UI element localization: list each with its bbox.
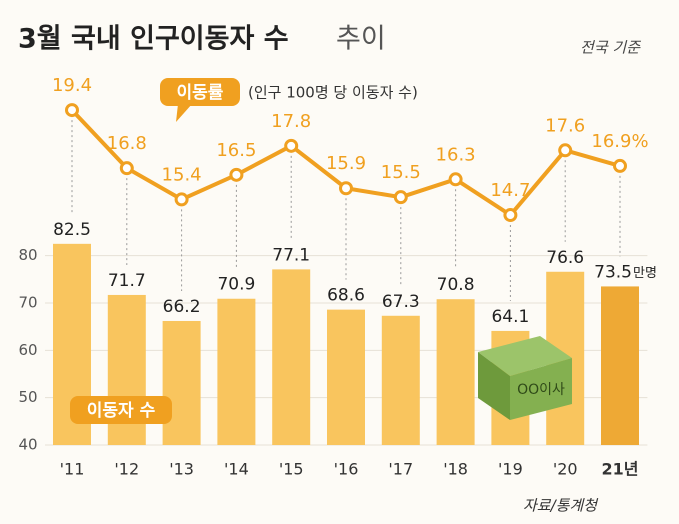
line-value-label: 17.6 [545, 115, 585, 136]
x-tick-label: '20 [553, 460, 578, 479]
x-tick-label: '16 [334, 460, 359, 479]
x-tick-label: '18 [443, 460, 468, 479]
y-tick-label: 80 [18, 246, 37, 264]
box-label: OO이사 [517, 382, 565, 398]
x-tick-label: '19 [498, 460, 523, 479]
line-value-label: 16.8 [107, 133, 147, 154]
line-value-label: 14.7 [490, 180, 530, 201]
x-tick-label: '11 [60, 460, 85, 479]
bar-value-label: 70.8 [437, 275, 475, 295]
line-point [393, 190, 408, 205]
legend-line-label: 이동률 [177, 83, 224, 103]
bar [327, 309, 365, 445]
x-tick-label: '13 [169, 460, 194, 479]
line-value-label: 17.8 [271, 111, 311, 132]
box-illustration: OO이사 [478, 336, 572, 420]
line-point [174, 192, 189, 207]
line-value-label: 19.4 [52, 75, 92, 96]
bar-value-label: 68.6 [327, 286, 365, 306]
subtitle: 전국 기준 [580, 39, 641, 57]
legend-line-note: (인구 100명 당 이동자 수) [248, 84, 418, 102]
bar [272, 269, 311, 445]
y-tick-label: 70 [18, 294, 37, 312]
bar-value-label: 67.3 [382, 292, 420, 312]
chart-title-suffix: 추이 [336, 24, 386, 55]
legend-line-pill [160, 78, 240, 106]
source: 자료/통계청 [523, 497, 599, 515]
bar-value-label: 73.5 [594, 262, 632, 282]
x-tick-label: '15 [279, 460, 304, 479]
bar [381, 315, 420, 445]
line-point [503, 208, 518, 223]
line-value-label: 15.5 [381, 162, 421, 183]
x-tick-label: '14 [224, 460, 249, 479]
x-tick-label: '17 [388, 460, 413, 479]
bar [436, 299, 475, 445]
line-point [339, 181, 353, 196]
y-tick-label: 50 [18, 388, 37, 406]
y-tick-label: 60 [18, 341, 37, 359]
x-tick-label: '12 [114, 460, 139, 479]
line-value-label: 16.9% [591, 131, 648, 152]
chart-title: 3월 국내 인구이동자 수 [18, 24, 289, 55]
bar [601, 286, 639, 445]
bar-value-label: 70.9 [217, 275, 255, 295]
bar [217, 298, 256, 445]
line-value-label: 16.5 [216, 140, 256, 161]
bar [162, 320, 201, 445]
line-point [229, 167, 244, 182]
legend-bar-pill [70, 396, 172, 424]
bar-unit-label: 만명 [633, 266, 657, 281]
bar-value-label: 76.6 [546, 248, 584, 268]
line-value-label: 15.9 [326, 153, 366, 174]
line-point [284, 138, 299, 153]
line-point [558, 143, 573, 158]
line-value-label: 15.4 [162, 164, 202, 185]
line-point [448, 172, 463, 187]
line-point [613, 158, 627, 173]
y-tick-label: 40 [18, 436, 37, 454]
legend-bar-label: 이동자 수 [87, 401, 156, 421]
x-tick-label: 21년 [602, 460, 639, 479]
bar-value-label: 71.7 [108, 271, 146, 291]
bar-value-label: 66.2 [163, 297, 201, 317]
bar-value-label: 77.1 [272, 245, 310, 265]
line-point [119, 161, 134, 176]
bar-value-label: 82.5 [53, 220, 91, 240]
line-value-label: 16.3 [436, 144, 476, 165]
line-point [65, 103, 79, 118]
bar-value-label: 64.1 [491, 307, 529, 327]
legend-pointer [176, 104, 192, 122]
